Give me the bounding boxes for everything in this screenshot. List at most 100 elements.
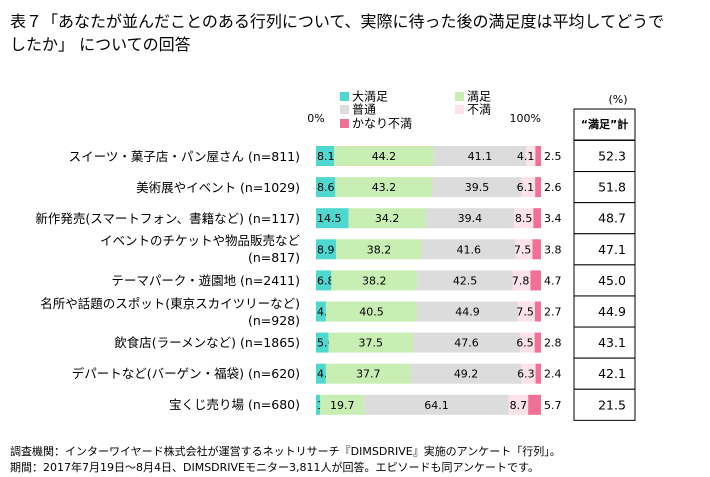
data-label: 39.4 [458,212,483,225]
bar-segment [514,208,534,229]
bar-segment [316,270,332,291]
bar-segment [508,394,529,415]
table-cell [573,264,636,297]
bar-segment [526,146,536,166]
table-cell [573,357,636,390]
data-label: 2.4 [544,368,562,381]
bar-segment [528,394,541,415]
bar-segment [316,332,329,353]
bar-segment [331,270,418,291]
data-label: 8.7 [510,399,528,412]
data-label: 8.9 [317,243,335,256]
bar-segment [512,270,531,291]
bar-segment [335,177,433,198]
bar-segment [316,394,321,415]
data-label: 6.3 [517,368,535,381]
data-label: 39.5 [465,181,490,194]
data-label: 3.4 [544,212,562,225]
bar-segment [521,363,536,384]
data-label: 6.1 [517,181,535,194]
legend-swatch [340,119,349,128]
legend-label: かなり不満 [352,117,412,131]
bar-segment [433,146,527,166]
data-label: 4.1 [517,150,535,163]
bar-segment [320,394,365,415]
data-label: 44.2 [372,150,397,163]
data-label: 38.2 [362,274,387,287]
table-header-cell [573,108,636,141]
data-label: 40.5 [359,306,384,319]
total-label: 21.5 [598,397,626,412]
data-label: 14.5 [317,212,342,225]
bar-segment [521,177,536,198]
bar-segment [316,146,335,166]
data-label: 6.8 [317,274,335,287]
total-label: 44.9 [598,304,626,319]
bar-segment [515,239,533,260]
total-label: 51.8 [598,180,626,195]
legend-label: 満足 [467,90,491,104]
note: 期間：2017年7月19日～8月4日、DIMSDRIVEモニター3,811人が回… [10,461,539,474]
data-label: 7.5 [514,243,532,256]
data-label: 34.2 [375,212,400,225]
table-header: “満足”計 [581,117,628,131]
data-label: 2.7 [544,306,562,319]
legend-label: 大満足 [352,90,388,104]
bar-segment [316,301,326,322]
bar-segment [530,270,541,291]
data-label: 4.7 [544,274,562,287]
legend-swatch [455,105,464,114]
data-label: 6.5 [516,337,534,350]
bar-segment [535,146,541,166]
data-label: 2.8 [544,337,562,350]
x-tick-label: 0% [307,112,324,125]
data-label: 44.9 [455,306,480,319]
bar-segment [336,239,422,260]
data-label: 7.5 [516,306,534,319]
bar-segment [421,239,516,260]
legend-swatch [340,105,349,114]
table-cell [573,388,636,421]
bar-segment [364,394,509,415]
bar-segment [533,208,541,229]
data-label: 8.1 [317,150,335,163]
table-cell [573,171,636,204]
bar-segment [417,301,519,322]
note: 調査機関：インターワイヤード株式会社が運営するネットリサーチ『DIMSDRIVE… [10,445,561,458]
total-label: 43.1 [598,335,626,350]
bar-segment [417,270,513,291]
bar-segment [534,332,541,353]
table-cell [573,202,636,235]
legend-swatch [340,92,349,101]
y-tick-label: 名所や話題のスポット(東京スカイツリーなど) (n=928) [40,295,300,328]
y-tick-label: デパートなど(バーゲン・福袋) (n=620) [71,366,300,382]
bar-segment [425,208,515,229]
y-tick-label: 宝くじ売り場 (n=680) [169,397,300,413]
table-cell [573,233,636,266]
data-label: 47.6 [454,337,479,350]
bar-segment [328,332,413,353]
bar-segment [532,239,541,260]
bar-segment [520,332,535,353]
y-tick-label: テーマパーク・遊園地 (n=2411) [111,272,300,288]
total-label: 47.1 [598,242,626,257]
total-label: 45.0 [598,273,626,288]
legend-label: 普通 [352,103,376,117]
data-label: 64.1 [424,399,449,412]
bar-segment [432,177,522,198]
data-label: 2.6 [544,181,562,194]
data-label: 38.2 [367,243,392,256]
y-tick-label: スイーツ・菓子店・パン屋さん (n=811) [68,148,300,164]
data-label: 2.5 [544,150,562,163]
table-cell [573,139,636,173]
bar-segment [534,301,541,322]
bar-segment [412,332,521,353]
bar-segment [316,177,336,198]
total-label: 42.1 [598,366,626,381]
data-label: 49.2 [454,368,479,381]
x-tick-label: 100% [510,112,541,125]
bar-segment [316,208,349,229]
data-label: 8.6 [317,181,335,194]
